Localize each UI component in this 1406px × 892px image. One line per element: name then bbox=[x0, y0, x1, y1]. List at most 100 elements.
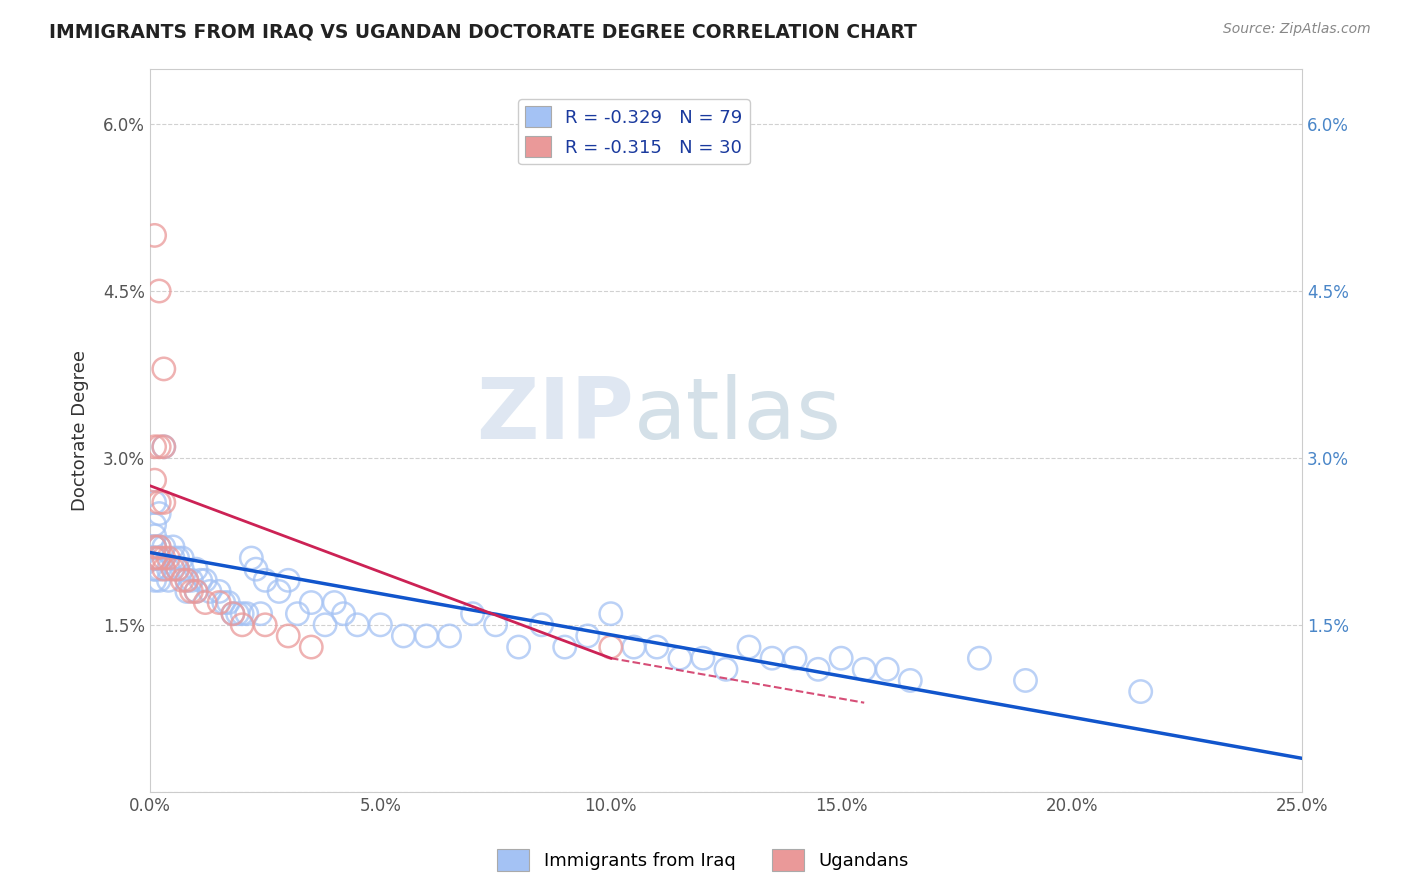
Point bbox=[576, 629, 599, 643]
Point bbox=[370, 617, 392, 632]
Point bbox=[249, 607, 271, 621]
Point bbox=[277, 629, 299, 643]
Point bbox=[599, 640, 621, 654]
Point bbox=[669, 651, 692, 665]
Point bbox=[484, 617, 506, 632]
Point bbox=[176, 584, 198, 599]
Text: atlas: atlas bbox=[634, 374, 842, 457]
Point bbox=[1129, 684, 1152, 698]
Point bbox=[172, 551, 194, 566]
Point bbox=[226, 607, 249, 621]
Point bbox=[184, 584, 207, 599]
Point bbox=[240, 551, 263, 566]
Point bbox=[392, 629, 415, 643]
Point bbox=[738, 640, 761, 654]
Point bbox=[172, 562, 194, 576]
Point bbox=[148, 540, 170, 554]
Point bbox=[508, 640, 530, 654]
Point bbox=[166, 551, 188, 566]
Point bbox=[148, 440, 170, 454]
Point bbox=[148, 562, 170, 576]
Point bbox=[148, 551, 170, 566]
Point bbox=[166, 562, 188, 576]
Point bbox=[143, 540, 166, 554]
Point bbox=[299, 596, 322, 610]
Point bbox=[153, 440, 176, 454]
Point bbox=[157, 551, 180, 566]
Point bbox=[153, 495, 176, 509]
Point bbox=[176, 574, 198, 588]
Point bbox=[1014, 673, 1036, 688]
Point bbox=[162, 551, 184, 566]
Point bbox=[153, 540, 176, 554]
Point bbox=[212, 596, 235, 610]
Point bbox=[143, 551, 166, 566]
Point bbox=[876, 662, 898, 676]
Point bbox=[143, 529, 166, 543]
Point bbox=[148, 540, 170, 554]
Point bbox=[623, 640, 645, 654]
Point bbox=[346, 617, 368, 632]
Point bbox=[176, 574, 198, 588]
Point bbox=[143, 551, 166, 566]
Point bbox=[148, 495, 170, 509]
Point bbox=[153, 440, 176, 454]
Point bbox=[645, 640, 668, 654]
Point bbox=[461, 607, 484, 621]
Y-axis label: Doctorate Degree: Doctorate Degree bbox=[72, 350, 89, 510]
Point bbox=[236, 607, 259, 621]
Point bbox=[332, 607, 354, 621]
Point bbox=[184, 562, 207, 576]
Point bbox=[148, 551, 170, 566]
Point bbox=[153, 362, 176, 376]
Point bbox=[898, 673, 921, 688]
Point bbox=[969, 651, 991, 665]
Point bbox=[157, 562, 180, 576]
Legend: Immigrants from Iraq, Ugandans: Immigrants from Iraq, Ugandans bbox=[489, 842, 917, 879]
Point bbox=[148, 284, 170, 298]
Point bbox=[217, 596, 239, 610]
Point bbox=[166, 562, 188, 576]
Point bbox=[208, 584, 231, 599]
Point bbox=[761, 651, 783, 665]
Text: IMMIGRANTS FROM IRAQ VS UGANDAN DOCTORATE DEGREE CORRELATION CHART: IMMIGRANTS FROM IRAQ VS UGANDAN DOCTORAT… bbox=[49, 22, 917, 41]
Point bbox=[231, 617, 253, 632]
Text: ZIP: ZIP bbox=[477, 374, 634, 457]
Point bbox=[148, 507, 170, 521]
Point bbox=[807, 662, 830, 676]
Point bbox=[208, 596, 231, 610]
Point bbox=[180, 584, 202, 599]
Point bbox=[157, 574, 180, 588]
Point bbox=[530, 617, 553, 632]
Point bbox=[143, 551, 166, 566]
Point bbox=[222, 607, 245, 621]
Point bbox=[143, 228, 166, 243]
Point bbox=[143, 495, 166, 509]
Point bbox=[554, 640, 576, 654]
Point bbox=[143, 540, 166, 554]
Point bbox=[198, 584, 221, 599]
Point bbox=[245, 562, 267, 576]
Point bbox=[299, 640, 322, 654]
Point bbox=[184, 584, 207, 599]
Point bbox=[143, 517, 166, 532]
Point bbox=[830, 651, 852, 665]
Point bbox=[254, 574, 277, 588]
Point bbox=[287, 607, 309, 621]
Point bbox=[254, 617, 277, 632]
Point bbox=[783, 651, 806, 665]
Point bbox=[599, 607, 621, 621]
Text: Source: ZipAtlas.com: Source: ZipAtlas.com bbox=[1223, 22, 1371, 37]
Point bbox=[267, 584, 290, 599]
Point bbox=[194, 596, 217, 610]
Point bbox=[162, 540, 184, 554]
Point bbox=[323, 596, 346, 610]
Point bbox=[415, 629, 437, 643]
Point bbox=[153, 551, 176, 566]
Point bbox=[314, 617, 336, 632]
Point bbox=[439, 629, 461, 643]
Point bbox=[222, 607, 245, 621]
Point bbox=[143, 562, 166, 576]
Point bbox=[277, 574, 299, 588]
Point bbox=[692, 651, 714, 665]
